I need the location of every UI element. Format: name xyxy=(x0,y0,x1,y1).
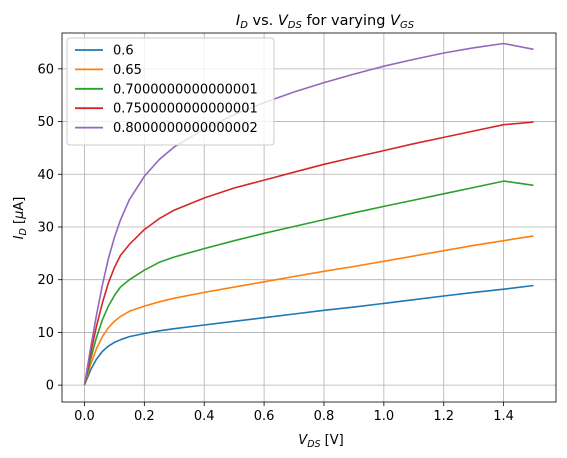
y-axis-label: ID [μA] xyxy=(12,197,29,240)
grid xyxy=(62,33,556,402)
legend: 0.6 0.65 0.7000000000000001 0.7500000000000… xyxy=(66,37,275,146)
legend-entry-label: 0.7500000000000001 xyxy=(113,102,258,117)
legend-entry-label: 0.6 xyxy=(113,44,134,59)
legend-entry-label: 0.8000000000000002 xyxy=(113,121,258,136)
y-tick-label: 0 xyxy=(46,379,54,394)
series-line-4 xyxy=(83,121,534,386)
x-tick-label: 0.2 xyxy=(134,409,155,424)
y-tick-label: 40 xyxy=(37,168,54,183)
y-tick-label: 60 xyxy=(37,62,54,77)
legend-frame xyxy=(66,37,275,146)
x-tick-label: 1.2 xyxy=(433,409,454,424)
legend-entry-label: 0.7000000000000001 xyxy=(113,82,258,97)
x-axis-ticks: 0.0 0.2 0.4 0.6 0.8 1.0 1.2 1.4 xyxy=(74,402,514,424)
legend-entry-label: 0.65 xyxy=(113,63,142,78)
x-tick-label: 0.0 xyxy=(74,409,95,424)
series-line-3 xyxy=(83,180,534,386)
chart-title: ID vs. VDS for varying VGS xyxy=(236,13,415,31)
y-tick-label: 50 xyxy=(37,115,54,130)
x-tick-label: 0.8 xyxy=(314,409,335,424)
series-line-2 xyxy=(83,235,534,386)
series-line-1 xyxy=(83,284,534,386)
x-tick-label: 1.0 xyxy=(374,409,395,424)
y-tick-label: 30 xyxy=(37,220,54,235)
x-tick-label: 0.6 xyxy=(254,409,275,424)
y-axis-ticks: 0 10 20 30 40 50 60 xyxy=(37,62,62,394)
x-tick-label: 0.4 xyxy=(194,409,215,424)
x-axis-label: VDS [V] xyxy=(298,433,343,450)
y-tick-label: 20 xyxy=(37,273,54,288)
plot-area-frame xyxy=(61,32,557,403)
x-tick-label: 1.4 xyxy=(493,409,514,424)
y-tick-label: 10 xyxy=(37,326,54,341)
